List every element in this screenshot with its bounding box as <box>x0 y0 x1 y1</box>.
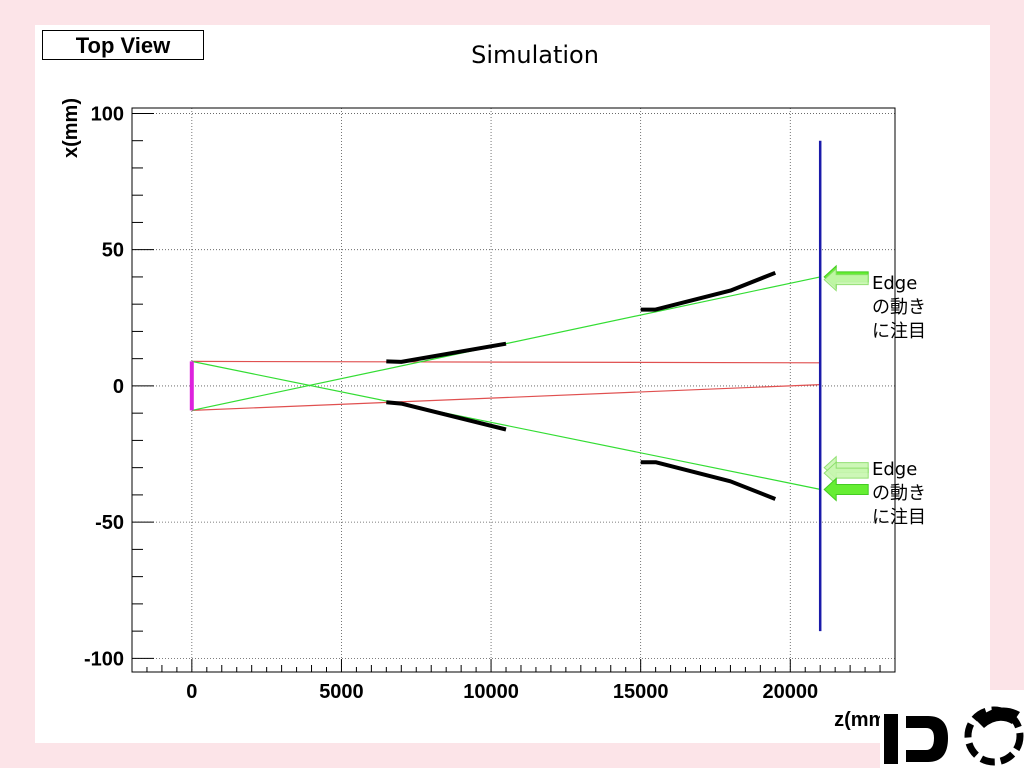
x-tick-label: 5000 <box>319 681 364 703</box>
logo-graphic <box>880 690 1024 768</box>
red-ray-line-1 <box>191 384 821 411</box>
annotation-lower: Edge の動き に注目 <box>872 458 962 530</box>
upper-arrow-ghost-icon <box>823 267 869 292</box>
green-ray-line-2 <box>191 360 821 490</box>
annotation-line: Edge <box>872 273 918 294</box>
x-tick-label: 0 <box>186 681 197 703</box>
y-tick-label: 100 <box>91 103 124 125</box>
red-ray-line-0 <box>191 360 821 364</box>
x-axis-label: z(mm) <box>834 709 893 731</box>
x-tick-label: 15000 <box>613 681 669 703</box>
y-tick-label: -50 <box>95 512 124 534</box>
annotation-line: に注目 <box>872 321 926 342</box>
edge-trajectory-5 <box>386 400 507 432</box>
view-label: Top View <box>42 30 204 60</box>
plot-panel: 0 5000 10000 15000 20000 -100 -50 0 50 100 z(mm) x(… <box>35 25 990 743</box>
plot-frame <box>131 107 896 673</box>
annotation-upper: Edge の動き に注目 <box>872 272 962 344</box>
annotation-line: の動き <box>872 483 926 504</box>
annotation-line: Edge <box>872 459 918 480</box>
y-tick-label: 0 <box>113 376 124 398</box>
green-ray-line-3 <box>191 276 821 411</box>
chart-title: Simulation <box>471 41 599 69</box>
y-tick-label: -100 <box>84 648 124 670</box>
y-axis-label: x(mm) <box>60 98 82 158</box>
edge-trajectory-7 <box>640 460 777 501</box>
edge-trajectory-6 <box>640 270 777 312</box>
edge-trajectory-4 <box>386 341 507 364</box>
chart: 0 5000 10000 15000 20000 -100 -50 0 50 100 z(mm) x(… <box>60 98 896 731</box>
annotation-line: の動き <box>872 297 926 318</box>
x-tick-label: 10000 <box>463 681 519 703</box>
y-tick-label: 50 <box>102 240 124 262</box>
annotation-line: に注目 <box>872 507 926 528</box>
lower-arrow-icon <box>823 477 869 502</box>
x-tick-label: 20000 <box>762 681 818 703</box>
